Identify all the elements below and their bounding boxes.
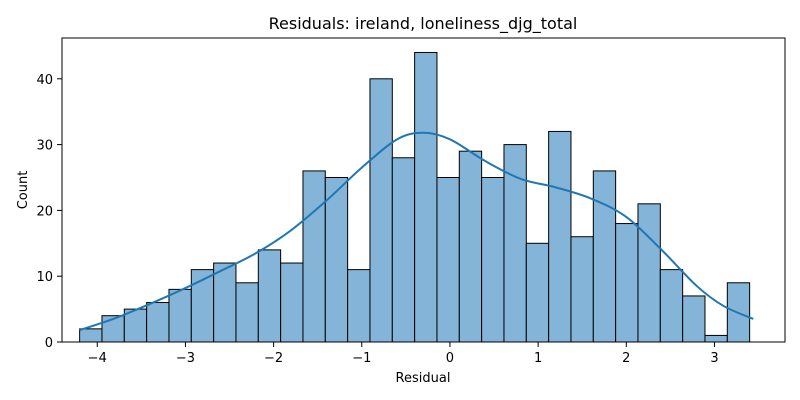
histogram-bar	[659, 269, 684, 343]
histogram-bar	[213, 262, 237, 343]
y-tick-label: 10	[36, 270, 53, 285]
histogram-bar	[146, 302, 170, 343]
x-tick-label: −3	[176, 351, 195, 366]
x-tick-label: 3	[710, 351, 718, 366]
x-tick-label: −4	[88, 351, 107, 366]
histogram-bar	[79, 328, 103, 343]
histogram-bar	[592, 170, 617, 343]
histogram-bar	[615, 223, 639, 343]
y-tick-label: 30	[36, 139, 53, 154]
x-tick-label: 2	[622, 351, 630, 366]
bars-group	[79, 51, 751, 343]
x-axis-label: Residual	[396, 371, 451, 386]
histogram-bar	[548, 130, 572, 343]
x-axis-ticks: −4 −3 −2 −1 0 1 2 3	[88, 342, 719, 366]
y-tick-label: 20	[36, 204, 53, 219]
histogram-bar	[637, 203, 661, 343]
histogram-bar	[347, 269, 371, 343]
plot-frame	[61, 37, 786, 343]
kde-curve	[79, 131, 754, 332]
histogram-bar	[481, 176, 505, 343]
histogram-bar	[503, 144, 527, 343]
y-axis-label: Count	[16, 171, 31, 210]
x-tick-label: 0	[446, 351, 454, 366]
histogram-bar	[324, 176, 349, 343]
histogram-bar	[302, 170, 326, 343]
histogram-bar	[168, 288, 192, 343]
x-tick-label: 1	[534, 351, 542, 366]
histogram-bar	[414, 51, 438, 343]
y-tick-label: 40	[36, 73, 53, 88]
histogram-bar	[235, 282, 259, 343]
histogram-bar	[391, 157, 416, 343]
x-tick-label: −2	[264, 351, 283, 366]
histogram-bar	[570, 236, 594, 343]
histogram-bar	[369, 78, 393, 343]
histogram-bar	[525, 242, 550, 343]
x-tick-label: −1	[352, 351, 371, 366]
chart-title: Residuals: ireland, loneliness_djg_total	[269, 14, 578, 34]
y-tick-label: 0	[45, 336, 53, 351]
histogram-bar	[280, 262, 304, 343]
histogram-bar	[458, 150, 483, 343]
histogram-bar	[257, 249, 282, 343]
histogram-bar	[436, 176, 460, 343]
histogram-bar	[704, 334, 728, 343]
histogram-bar	[682, 295, 706, 343]
y-axis-ticks: 0 10 20 30 40	[36, 73, 62, 351]
